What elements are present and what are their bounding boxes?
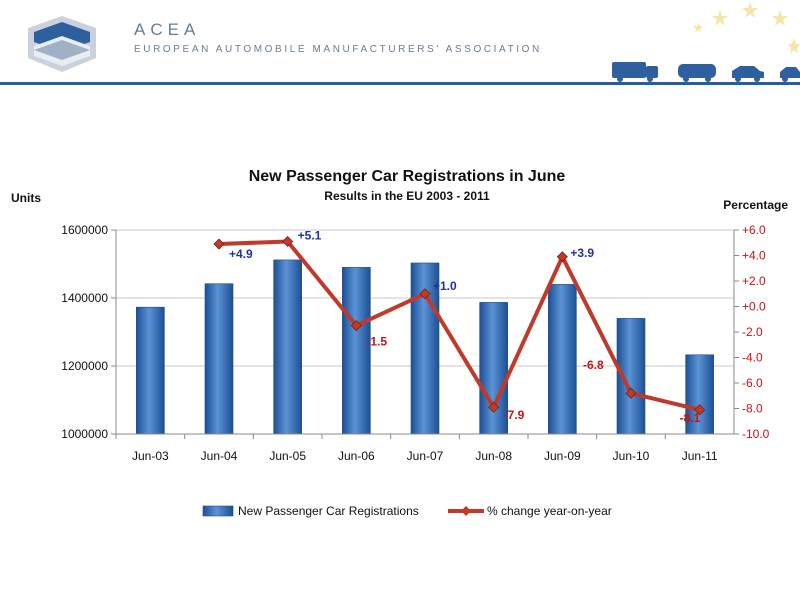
header-rule — [0, 82, 800, 85]
data-label: +5.1 — [298, 228, 322, 242]
vehicle-icons — [612, 62, 800, 82]
x-tick-label: Jun-04 — [201, 449, 238, 463]
data-label: +4.9 — [229, 247, 253, 261]
y-tick-label: 1600000 — [61, 223, 108, 237]
data-label: -6.8 — [583, 358, 604, 372]
bar — [204, 283, 234, 435]
line-point — [488, 401, 500, 413]
line-point — [694, 404, 706, 416]
data-label: -7.9 — [504, 408, 525, 422]
y2-tick-label: -10.0 — [742, 427, 770, 441]
bar — [548, 284, 577, 435]
legend: New Passenger Car Registrations % change … — [202, 504, 612, 518]
y2-tick-label: -2.0 — [742, 325, 763, 339]
legend-line-marker — [461, 506, 471, 516]
legend-label-change: % change year-on-year — [487, 504, 612, 518]
y2-tick-label: +0.0 — [742, 300, 766, 314]
chart: New Passenger Car Registrations in June … — [11, 168, 788, 518]
line-point — [625, 387, 637, 399]
chart-subtitle: Results in the EU 2003 - 2011 — [324, 189, 490, 203]
y2-tick-label: -6.0 — [742, 376, 763, 390]
x-tick-label: Jun-06 — [338, 449, 375, 463]
y2-tick-label: +4.0 — [742, 249, 766, 263]
x-tick-label: Jun-05 — [269, 449, 306, 463]
bar — [342, 267, 371, 435]
y-axis-label: Units — [11, 191, 41, 205]
line-point — [350, 320, 362, 332]
y2-tick-label: -4.0 — [742, 351, 763, 365]
x-tick-label: Jun-07 — [407, 449, 444, 463]
legend-bar-swatch — [202, 505, 234, 517]
eu-stars-decoration — [693, 2, 800, 54]
data-label: +1.0 — [433, 279, 457, 293]
x-tick-label: Jun-09 — [544, 449, 581, 463]
x-tick-label: Jun-10 — [613, 449, 650, 463]
brand-subtitle: EUROPEAN AUTOMOBILE MANUFACTURERS' ASSOC… — [134, 44, 542, 55]
acea-logo — [28, 16, 96, 72]
y-tick-label: 1400000 — [61, 291, 108, 305]
y2-tick-label: -8.0 — [742, 402, 763, 416]
header: ACEA EUROPEAN AUTOMOBILE MANUFACTURERS' … — [0, 0, 800, 90]
x-tick-label: Jun-03 — [132, 449, 169, 463]
x-tick-label: Jun-11 — [682, 449, 718, 463]
data-label: -1.5 — [366, 335, 387, 349]
line-series — [218, 239, 701, 412]
y-tick-label: 1000000 — [61, 427, 108, 441]
plot-area: 1000000 1200000 1400000 1600000 +6.0 +4.0 +2.0… — [61, 223, 769, 463]
bar — [685, 354, 714, 435]
data-label: +3.9 — [570, 246, 594, 260]
line-point — [556, 251, 568, 263]
line-point — [282, 235, 294, 248]
y-tick-label: 1200000 — [61, 359, 108, 373]
bar — [136, 306, 165, 435]
line-point — [419, 288, 431, 300]
brand-name: ACEA — [134, 20, 201, 39]
y2-tick-label: +6.0 — [742, 223, 766, 237]
legend-label-registrations: New Passenger Car Registrations — [238, 504, 419, 518]
bar — [273, 259, 302, 435]
data-label: -8.1 — [680, 411, 701, 425]
y2-tick-label: +2.0 — [742, 274, 766, 288]
line-point — [213, 238, 225, 250]
x-tick-label: Jun-08 — [475, 449, 512, 463]
chart-title: New Passenger Car Registrations in June — [249, 168, 566, 185]
y2-axis-label: Percentage — [723, 198, 788, 212]
